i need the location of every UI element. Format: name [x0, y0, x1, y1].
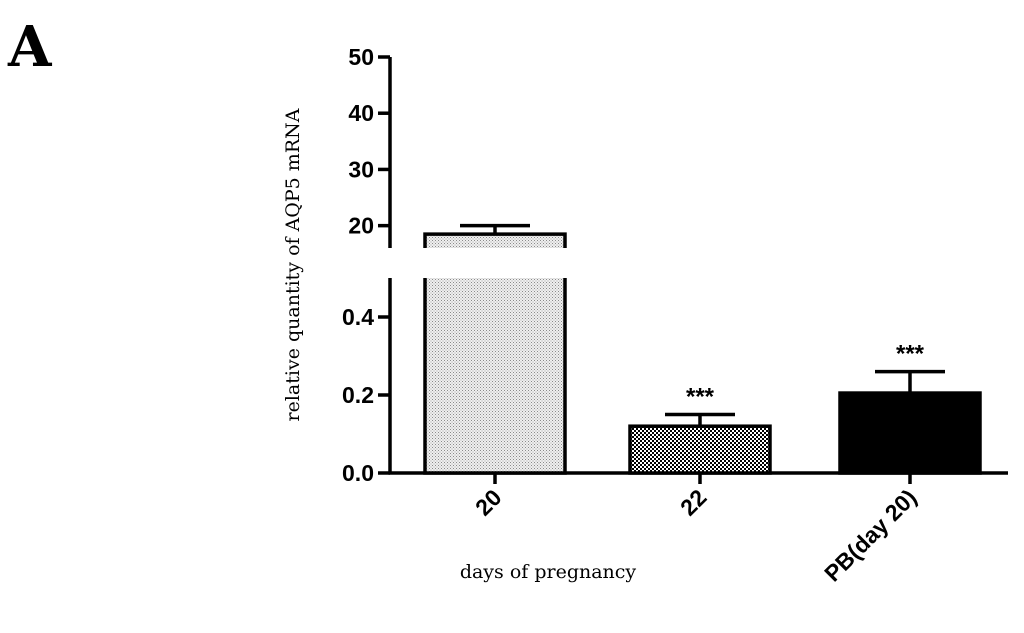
y-upper-tick-label: 30: [348, 156, 374, 182]
y-upper-tick-label: 20: [348, 213, 374, 239]
y-upper-tick-label: 50: [348, 44, 374, 70]
x-tick-label-group: 20: [470, 484, 506, 520]
y-lower-tick-label: 0.0: [342, 460, 374, 486]
y-lower-tick-label: 0.2: [342, 382, 374, 408]
x-tick-label-group: PB(day 20): [819, 484, 921, 586]
x-axis-title: days of pregnancy: [460, 561, 637, 583]
significance-label: ***: [896, 341, 925, 368]
bar-lower-part: [423, 278, 567, 475]
x-tick-label-group: 22: [675, 484, 711, 520]
y-lower-tick-label: 0.4: [342, 304, 374, 330]
x-tick-label: 22: [675, 484, 711, 520]
bars: *** ***: [423, 223, 982, 475]
y-upper-tick-label: 40: [348, 100, 374, 126]
significance-label: ***: [686, 384, 715, 411]
bar: [838, 391, 982, 475]
x-tick-label: PB(day 20): [819, 484, 921, 586]
x-tick-label: 20: [470, 484, 506, 520]
y-ticks: 0.0 0.2 0.4 20 30 40 50: [342, 44, 390, 486]
bar-upper-part: [423, 232, 567, 248]
panel-label: A: [7, 14, 53, 80]
y-axis-title: relative quantity of AQP5 mRNA: [282, 108, 304, 421]
bar: [628, 424, 772, 475]
